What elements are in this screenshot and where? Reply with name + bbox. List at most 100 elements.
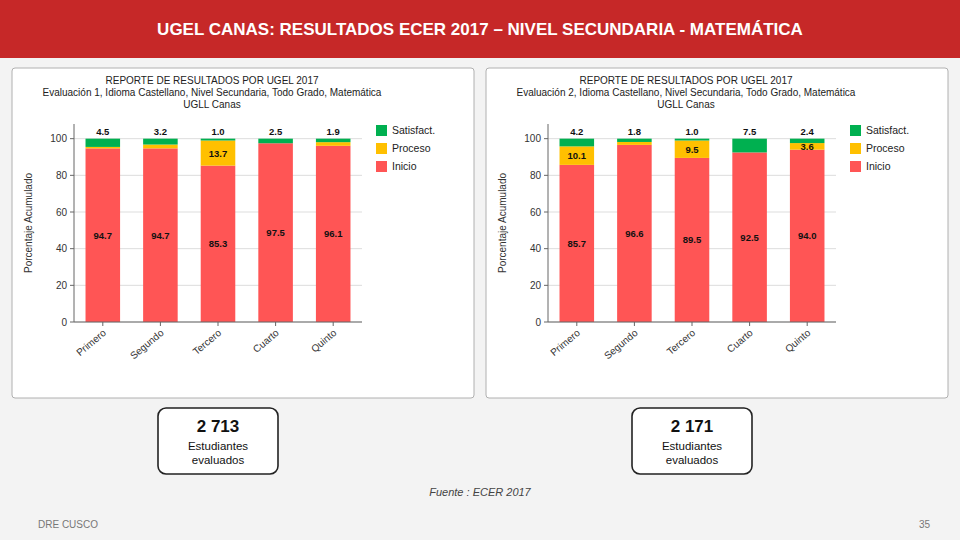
bar-segment	[316, 139, 351, 142]
x-tick-label: Quinto	[309, 327, 339, 355]
y-tick	[70, 138, 74, 139]
bar-segment	[258, 143, 293, 322]
data-label: 2.4	[801, 126, 815, 137]
data-label: 96.1	[324, 228, 343, 239]
bar-segment	[790, 150, 825, 322]
data-labels: 85.796.689.592.594.010.19.53.64.21.81.07…	[568, 126, 817, 249]
legend: Satisfact.ProcesoInicio	[376, 124, 435, 172]
footer-left: DRE CUSCO	[38, 519, 98, 530]
data-label: 89.5	[683, 234, 702, 245]
bar-segment	[86, 147, 121, 148]
data-labels: 94.794.785.397.596.113.74.53.21.02.51.9	[94, 126, 344, 250]
y-tick	[70, 175, 74, 176]
bar-segment	[560, 146, 595, 165]
y-tick	[70, 212, 74, 213]
bar-segment	[560, 139, 595, 147]
y-tick-label: 0	[535, 317, 541, 328]
legend-swatch	[376, 125, 387, 136]
chart: REPORTE DE RESULTADOS POR UGEL 2017Evalu…	[12, 68, 474, 474]
data-label: 3.6	[801, 141, 814, 152]
students-box	[632, 408, 752, 474]
legend-label: Inicio	[866, 160, 891, 172]
page-title: UGEL CANAS: RESULTADOS ECER 2017 – NIVEL…	[157, 20, 803, 39]
bar-segment	[201, 139, 236, 141]
data-label: 94.0	[798, 230, 817, 241]
y-tick	[544, 248, 548, 249]
data-label: 10.1	[568, 150, 587, 161]
y-tick-label: 80	[530, 170, 542, 181]
data-label: 94.7	[94, 230, 113, 241]
x-tick-label: Segundo	[602, 327, 640, 361]
data-label: 97.5	[266, 227, 285, 238]
bar-segment	[143, 148, 178, 322]
bar-segment	[316, 142, 351, 146]
x-tick-label: Cuarto	[725, 327, 755, 355]
data-label: 92.5	[740, 232, 759, 243]
data-label: 94.7	[151, 230, 170, 241]
legend-swatch	[850, 125, 861, 136]
legend-label: Proceso	[392, 142, 431, 154]
data-label: 1.8	[628, 126, 641, 137]
data-label: 4.2	[570, 126, 583, 137]
students-label: Estudiantesevaluados	[662, 440, 722, 466]
x-tick	[102, 322, 103, 326]
x-tick	[576, 322, 577, 326]
legend-swatch	[376, 143, 387, 154]
students-box	[158, 408, 278, 474]
bars	[560, 139, 825, 322]
legend: Satisfact.ProcesoInicio	[850, 124, 909, 172]
x-tick-label: Tercero	[191, 327, 224, 357]
y-axis-label: Porcentaje Acumulado	[497, 173, 508, 274]
bar-segment	[86, 148, 121, 322]
y-tick	[70, 285, 74, 286]
y-tick-label: 80	[56, 170, 68, 181]
students-count: 2 171	[671, 417, 714, 436]
bars	[86, 139, 351, 322]
chart-title: REPORTE DE RESULTADOS POR UGEL 2017Evalu…	[517, 75, 856, 110]
bar-segment	[201, 141, 236, 166]
y-tick	[544, 212, 548, 213]
y-tick-label: 40	[530, 243, 542, 254]
canvas: UGEL CANAS: RESULTADOS ECER 2017 – NIVEL…	[0, 0, 960, 540]
page: UGEL CANAS: RESULTADOS ECER 2017 – NIVEL…	[0, 0, 960, 540]
data-label: 85.3	[209, 238, 228, 249]
bar-segment	[316, 146, 351, 322]
data-label: 1.0	[685, 126, 698, 137]
bar-segment	[675, 141, 710, 158]
chart-panel	[486, 68, 948, 398]
y-tick-label: 100	[50, 133, 67, 144]
data-label: 1.0	[211, 126, 224, 137]
legend-label: Inicio	[392, 160, 417, 172]
data-label: 9.5	[685, 144, 699, 155]
y-tick-label: 20	[530, 280, 542, 291]
data-label: 85.7	[568, 238, 587, 249]
students-count: 2 713	[197, 417, 240, 436]
source-note: Fuente : ECER 2017	[429, 486, 531, 498]
y-tick	[70, 248, 74, 249]
bar-segment	[732, 152, 767, 322]
y-axis	[74, 124, 75, 322]
bar-segment	[560, 165, 595, 322]
x-tick	[333, 322, 334, 326]
bar-segment	[675, 158, 710, 322]
legend-label: Proceso	[866, 142, 905, 154]
x-tick	[218, 322, 219, 326]
legend-swatch	[850, 143, 861, 154]
y-tick	[544, 175, 548, 176]
data-label: 7.5	[743, 126, 757, 137]
x-tick-label: Quinto	[783, 327, 813, 355]
bar-segment	[201, 166, 236, 322]
x-tick	[692, 322, 693, 326]
y-tick	[544, 285, 548, 286]
legend-swatch	[376, 161, 387, 172]
x-tick-label: Primero	[548, 327, 582, 358]
y-tick	[544, 138, 548, 139]
bar-segment	[143, 139, 178, 145]
x-tick-label: Primero	[74, 327, 108, 358]
legend-swatch	[850, 161, 861, 172]
header	[0, 0, 960, 58]
bar-segment	[617, 139, 652, 142]
data-label: 2.5	[269, 126, 283, 137]
x-tick	[160, 322, 161, 326]
bar-segment	[86, 139, 121, 147]
